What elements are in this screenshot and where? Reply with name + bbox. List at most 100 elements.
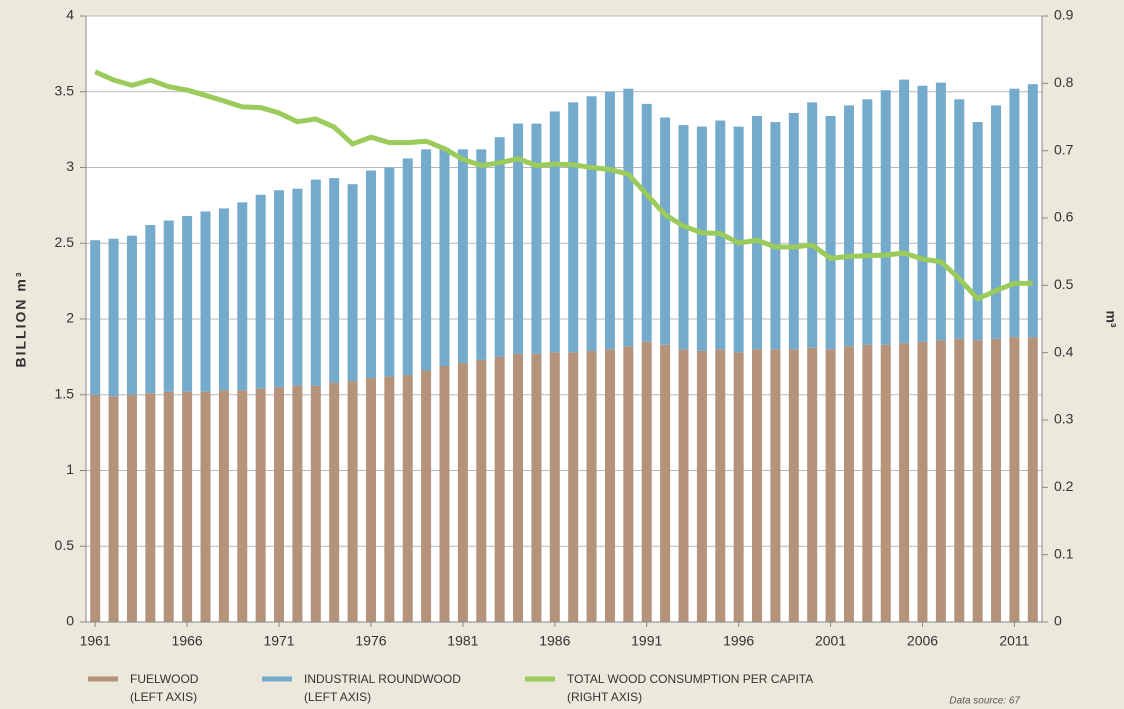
x-tick-label: 1996	[723, 633, 754, 649]
bar	[347, 184, 358, 382]
bar	[991, 338, 1002, 622]
bar	[384, 167, 395, 377]
bar	[476, 149, 487, 360]
y-tick-label: 1.5	[55, 385, 75, 401]
bar	[439, 365, 450, 622]
y2-tick-label: 0.8	[1054, 74, 1074, 90]
x-tick-label: 1991	[631, 633, 662, 649]
bar	[972, 122, 983, 341]
bar	[733, 126, 744, 353]
bar	[163, 220, 174, 392]
legend-label: TOTAL WOOD CONSUMPTION PER CAPITA	[567, 672, 813, 686]
bar	[292, 385, 303, 622]
bar	[623, 346, 634, 622]
y2-tick-label: 0.5	[1054, 276, 1074, 292]
legend-label: FUELWOOD	[130, 672, 199, 686]
x-tick-label: 2006	[907, 633, 938, 649]
bar	[365, 378, 376, 622]
bar	[513, 353, 524, 622]
y2-axis-title: m³	[1103, 310, 1119, 327]
y2-tick-label: 0.7	[1054, 141, 1074, 157]
bar	[402, 375, 413, 622]
bar	[384, 376, 395, 622]
bar	[218, 390, 229, 622]
bar	[476, 359, 487, 622]
x-tick-label: 1986	[539, 633, 570, 649]
bar	[421, 149, 432, 371]
bar	[752, 349, 763, 622]
bar	[935, 340, 946, 622]
bar	[1009, 88, 1020, 338]
bar	[752, 115, 763, 350]
x-tick-label: 2011	[999, 633, 1029, 649]
legend-axis-note: (RIGHT AXIS)	[567, 690, 642, 704]
bar	[733, 352, 744, 622]
y-tick-label: 2	[66, 310, 74, 326]
x-tick-label: 2001	[815, 633, 846, 649]
bar	[274, 190, 285, 388]
y2-tick-label: 0.9	[1054, 7, 1074, 23]
bar	[310, 179, 321, 386]
y2-tick-label: 0.3	[1054, 411, 1074, 427]
bar	[843, 346, 854, 622]
bar	[494, 137, 505, 357]
line	[94, 69, 1033, 302]
bar	[586, 96, 597, 351]
bar	[255, 194, 266, 389]
x-tick-label: 1961	[80, 633, 111, 649]
bar	[862, 99, 873, 345]
bar	[329, 382, 340, 622]
bar	[310, 385, 321, 622]
y-tick-label: 1	[66, 461, 74, 477]
bar	[1027, 84, 1038, 338]
bar	[770, 122, 781, 350]
bar	[255, 388, 266, 622]
bar	[880, 344, 891, 622]
bar	[696, 126, 707, 351]
bar	[917, 341, 928, 622]
bar	[917, 85, 928, 342]
bar	[182, 391, 193, 622]
bar	[972, 340, 983, 622]
bar	[715, 349, 726, 622]
x-tick-label: 1981	[447, 633, 478, 649]
bar	[935, 82, 946, 341]
y2-tick-label: 0.2	[1054, 478, 1074, 494]
bar	[531, 123, 542, 354]
bar	[145, 225, 156, 394]
y2-tick-label: 0	[1054, 613, 1062, 629]
bar	[1009, 337, 1020, 622]
bar	[274, 387, 285, 622]
bar	[402, 158, 413, 376]
bar	[1027, 337, 1038, 622]
bar	[237, 390, 248, 622]
bar	[586, 350, 597, 622]
y-tick-label: 0	[66, 613, 74, 629]
bar	[549, 111, 560, 353]
bar	[182, 215, 193, 392]
y-tick-label: 4	[66, 7, 74, 23]
bar	[292, 188, 303, 386]
legend-label: INDUSTRIAL ROUNDWOOD	[304, 672, 461, 686]
x-tick-label: 1976	[355, 633, 386, 649]
bar	[457, 362, 468, 622]
y2-tick-label: 0.6	[1054, 209, 1074, 225]
bar	[954, 99, 965, 339]
bar	[954, 338, 965, 622]
y2-tick-label: 0.4	[1054, 343, 1074, 359]
bar	[788, 112, 799, 350]
legend-axis-note: (LEFT AXIS)	[130, 690, 197, 704]
bar	[108, 396, 119, 622]
bar	[200, 391, 211, 622]
bar	[604, 91, 615, 350]
y-axis-title: BILLION m³	[13, 271, 29, 368]
source-note: Data source: 67	[949, 696, 1020, 707]
bar	[200, 211, 211, 392]
bar	[108, 238, 119, 397]
x-tick-label: 1971	[263, 633, 294, 649]
bar	[126, 235, 137, 395]
bar	[899, 343, 910, 622]
bar	[549, 352, 560, 622]
bar	[678, 349, 689, 622]
